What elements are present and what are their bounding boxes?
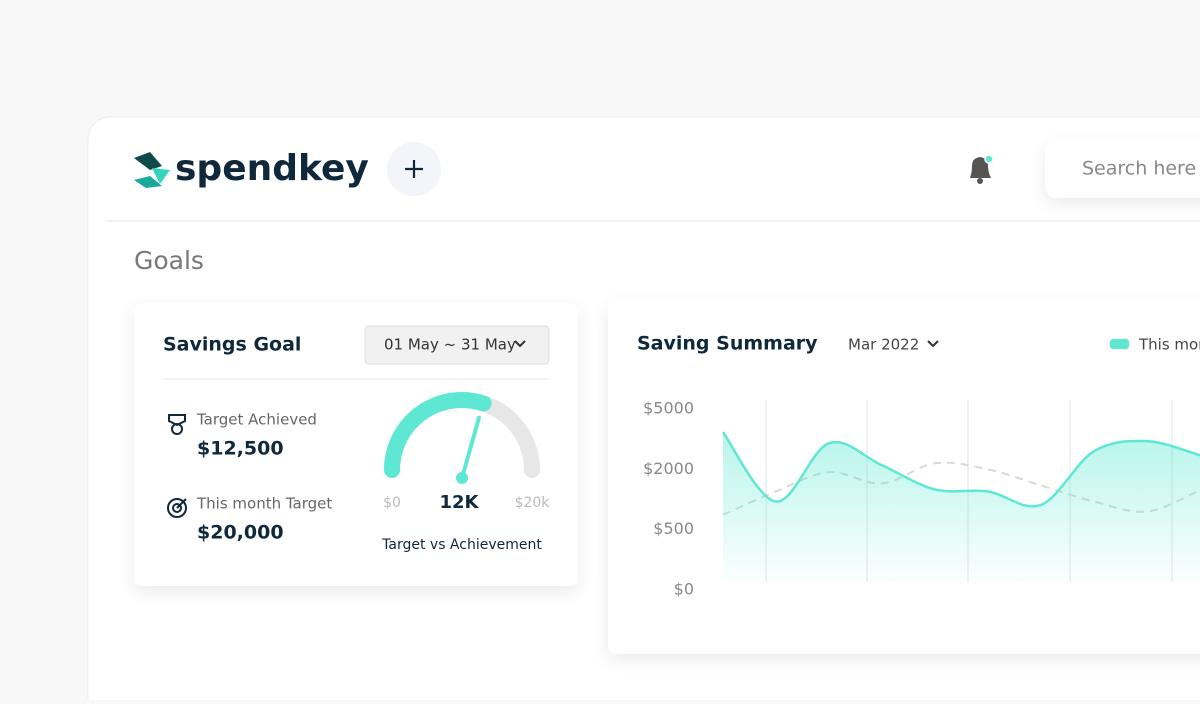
item-value: $20,000	[197, 522, 284, 544]
legend-swatch	[1110, 339, 1129, 349]
area	[723, 432, 1200, 582]
chevron[interactable]	[927, 340, 939, 348]
gauge: $0 $20k 12K Target vs Achievement	[381, 392, 551, 553]
bell-icon[interactable]	[970, 154, 994, 184]
y-tick-label: $2000	[643, 459, 694, 478]
gauge-tick-label: $20k	[515, 495, 551, 511]
chevron	[514, 340, 526, 348]
page-title: Goals	[134, 246, 204, 275]
y-tick-label: $5000	[643, 399, 694, 418]
gauge-value	[384, 392, 492, 478]
target-icon	[167, 498, 187, 518]
plus-icon	[405, 160, 423, 178]
card-title: Saving Summary	[637, 333, 818, 355]
item-label: Target Achieved	[196, 411, 317, 429]
legend-label: This month	[1138, 336, 1200, 354]
item-value: $12,500	[197, 438, 284, 460]
y-tick-label: $500	[653, 519, 694, 538]
search-placeholder: Search here	[1082, 158, 1196, 180]
gauge-needle	[460, 415, 481, 480]
search-box[interactable]	[1045, 140, 1200, 198]
needle-hub	[456, 472, 468, 484]
date-dropdown[interactable]	[364, 325, 550, 365]
logo-text: spendkey	[175, 148, 369, 189]
card-title: Savings Goal	[163, 334, 301, 356]
item-label: This month Target	[196, 495, 332, 513]
period: Mar 2022	[848, 336, 919, 354]
line	[721, 431, 1200, 508]
gauge-title: Target vs Achievement	[381, 537, 542, 553]
y-tick-label: $0	[674, 580, 694, 599]
gauge-tick-label: $0	[383, 495, 401, 511]
gauge-value-label: 12K	[440, 492, 480, 513]
logo: spendkey	[134, 148, 369, 189]
line-chart: $0 $500 $2000 $5000 This month	[643, 336, 1200, 599]
medal-icon	[168, 414, 186, 435]
date-range: 01 May ~ 31 May	[384, 336, 516, 354]
savings-card	[134, 303, 578, 586]
